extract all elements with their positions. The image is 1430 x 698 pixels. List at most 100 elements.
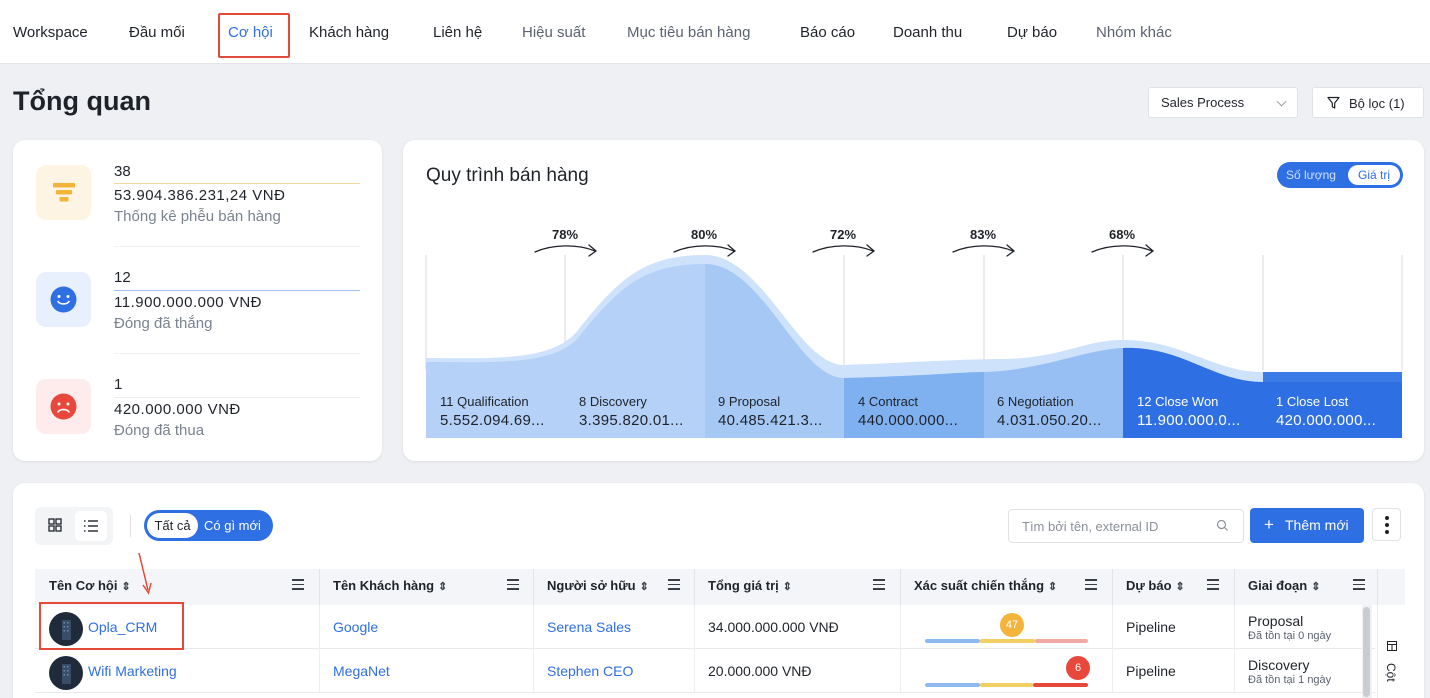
column-header-name[interactable]: Tên Cơ hội ⇕ [49, 578, 131, 593]
column-menu-icon[interactable] [507, 579, 519, 590]
list-view-button[interactable] [75, 511, 107, 541]
stage-name[interactable]: 1 Close Lost [1276, 394, 1349, 409]
column-menu-icon[interactable] [668, 579, 680, 590]
stat-value: 420.000.000 VNĐ [114, 401, 241, 418]
stage-value: 5.552.094.69... [440, 412, 545, 429]
nav-muc-tieu-ban-hang[interactable]: Mục tiêu bán hàng [627, 24, 751, 41]
divider [114, 353, 360, 354]
probability-bar [925, 639, 980, 643]
stage-value: 3.395.820.01... [579, 412, 684, 429]
opportunity-name-link[interactable]: Wifi Marketing [88, 663, 177, 679]
nav-co-hoi[interactable]: Cơ hội [228, 24, 273, 41]
nav-du-bao[interactable]: Dự báo [1007, 24, 1058, 41]
funnel-icon [36, 165, 91, 220]
column-header-forecast[interactable]: Dự báo ⇕ [1126, 578, 1185, 593]
search-placeholder: Tìm bởi tên, external ID [1022, 519, 1159, 534]
avatar [49, 612, 83, 646]
column-menu-icon[interactable] [1207, 579, 1219, 590]
stage-value: 11.900.000.0... [1137, 412, 1241, 429]
column-header-total[interactable]: Tổng giá trị ⇕ [708, 578, 792, 593]
customer-link[interactable]: Google [333, 619, 379, 635]
column-header-owner[interactable]: Người sở hữu ⇕ [547, 578, 649, 593]
nav-khach-hang[interactable]: Khách hàng [309, 24, 390, 41]
stat-won[interactable]: 12 11.900.000.000 VNĐ Đóng đã thắng [13, 247, 382, 354]
table-row[interactable]: Opla_CRM Google Serena Sales 34.000.000.… [35, 605, 1375, 649]
funnel-title: Quy trình bán hàng [426, 165, 589, 186]
column-menu-icon[interactable] [873, 579, 885, 590]
probability-bar [1033, 683, 1088, 687]
chevron-down-icon [1276, 96, 1287, 107]
customer-link[interactable]: MegaNet [333, 663, 390, 679]
column-menu-icon[interactable] [1085, 579, 1097, 590]
smile-icon [36, 272, 91, 327]
stat-lost[interactable]: 1 420.000.000 VNĐ Đóng đã thua [13, 354, 382, 461]
count-value-toggle[interactable]: Số lượng Giá trị [1277, 162, 1403, 188]
stage-name[interactable]: 9 Proposal [718, 394, 781, 409]
stage-value: 4.031.050.20... [997, 412, 1102, 429]
stage-name[interactable]: 12 Close Won [1137, 394, 1219, 409]
filter-button[interactable]: Bộ lọc (1) [1312, 87, 1424, 118]
annotation-arrow [138, 552, 152, 595]
stage-name[interactable]: 6 Negotiation [997, 394, 1074, 409]
nav-hieu-suat[interactable]: Hiệu suất [522, 24, 586, 41]
grid-view-button[interactable] [39, 511, 71, 541]
probability-bar [925, 683, 980, 687]
stage-name[interactable]: 8 Discovery [579, 394, 647, 409]
add-label: Thêm mới [1285, 517, 1349, 533]
owner-link[interactable]: Stephen CEO [547, 663, 634, 679]
column-header-customer[interactable]: Tên Khách hàng ⇕ [333, 578, 448, 593]
owner-link[interactable]: Serena Sales [547, 619, 632, 635]
sales-process-card: Quy trình bán hàng Số lượng Giá trị 78% … [403, 140, 1424, 461]
conversion-rate: 83% [970, 227, 997, 242]
stage-value: 440.000.000... [858, 412, 959, 429]
conversion-rate: 80% [691, 227, 718, 242]
stat-progress-line [114, 290, 360, 291]
nav-bao-cao[interactable]: Báo cáo [800, 24, 856, 41]
divider [114, 246, 360, 247]
conversion-rate: 78% [552, 227, 579, 242]
search-input[interactable]: Tìm bởi tên, external ID [1008, 509, 1244, 543]
nav-workspace[interactable]: Workspace [13, 24, 88, 41]
segment-all[interactable]: Tất cả [147, 513, 198, 538]
column-header-stage[interactable]: Giai đoạn ⇕ [1248, 578, 1321, 593]
table-row[interactable]: Wifi Marketing MegaNet Stephen CEO 20.00… [35, 649, 1375, 693]
stat-value: 11.900.000.000 VNĐ [114, 294, 262, 311]
nav-nhom-khac[interactable]: Nhóm khác [1096, 24, 1172, 41]
toggle-value-option[interactable]: Giá trị [1348, 165, 1400, 185]
top-navigation: Workspace Đầu mối Cơ hội Khách hàng Liên… [0, 0, 1430, 64]
stage-name[interactable]: 11 Qualification [440, 394, 529, 409]
forecast-value: Pipeline [1126, 663, 1176, 679]
toggle-count-option[interactable]: Số lượng [1286, 168, 1336, 182]
stat-count: 38 [114, 163, 131, 180]
total-value: 20.000.000 VNĐ [708, 663, 812, 679]
nav-dau-moi[interactable]: Đầu mối [129, 24, 185, 41]
funnel-chart [425, 244, 1403, 438]
table-header: Tên Cơ hội ⇕ Tên Khách hàng ⇕ Người sở hữu… [35, 569, 1405, 605]
sales-process-select[interactable]: Sales Process [1148, 87, 1298, 118]
column-menu-icon[interactable] [292, 579, 304, 590]
probability-bar [980, 683, 1033, 687]
active-tab-highlight [218, 13, 290, 58]
stage-value: 420.000.000... [1276, 412, 1377, 429]
stat-funnel[interactable]: 38 53.904.386.231,24 VNĐ Thống kê phễu b… [13, 140, 382, 247]
plus-icon: + [1264, 515, 1274, 534]
stat-count: 1 [114, 376, 123, 393]
scrollbar-thumb[interactable] [1363, 607, 1370, 697]
filter-icon [1327, 96, 1340, 109]
search-icon [1216, 519, 1228, 531]
stat-value: 53.904.386.231,24 VNĐ [114, 187, 286, 204]
segment-new[interactable]: Có gì mới [204, 518, 261, 533]
filter-label: Bộ lọc (1) [1349, 96, 1405, 111]
add-opportunity-button[interactable]: + Thêm mới [1250, 508, 1364, 543]
nav-doanh-thu[interactable]: Doanh thu [893, 24, 963, 41]
column-menu-icon[interactable] [1353, 579, 1365, 590]
columns-panel-toggle[interactable]: Cột [1377, 605, 1405, 698]
grid-icon [48, 518, 62, 532]
stage-value: Proposal [1248, 613, 1304, 629]
opportunity-name-link[interactable]: Opla_CRM [88, 619, 158, 635]
stage-age: Đã tồn tại 0 ngày [1248, 630, 1332, 642]
column-header-probability[interactable]: Xác suất chiến thắng ⇕ [914, 578, 1058, 593]
stage-name[interactable]: 4 Contract [858, 394, 918, 409]
nav-lien-he[interactable]: Liên hệ [433, 24, 483, 41]
more-options-button[interactable] [1372, 508, 1401, 541]
